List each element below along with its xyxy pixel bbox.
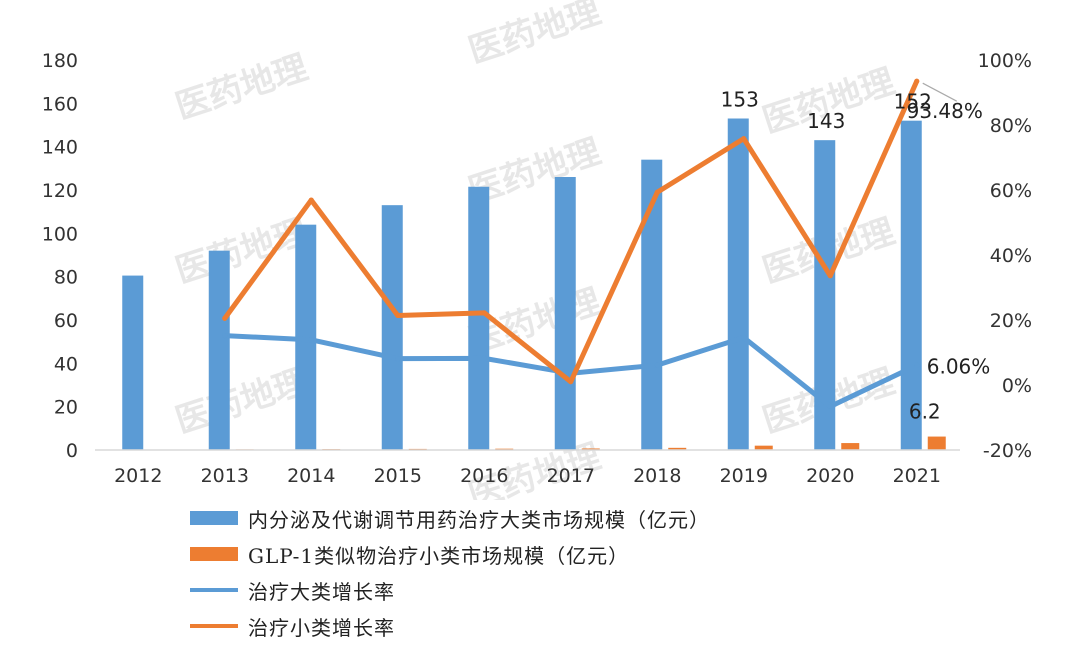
point-small-growth-2017 — [568, 379, 574, 385]
y-right-tick-label: -20% — [983, 440, 1032, 462]
point-small-growth-2015 — [395, 312, 401, 318]
watermark-text: 医药地理 — [171, 48, 313, 128]
bar-glp1-market-2017 — [581, 448, 600, 450]
y-left-tick-label: 180 — [42, 50, 78, 72]
tick-group: 0 20 40 60 80 100 120 140 160 180 -20% 0% 20% 40% 60% 8… — [42, 50, 1032, 487]
data-label: 143 — [807, 109, 845, 133]
x-tick-label: 2015 — [374, 465, 422, 487]
x-tick-label: 2021 — [893, 465, 941, 487]
data-label: 153 — [721, 88, 759, 112]
legend-label-glp1-market: GLP-1类似物治疗小类市场规模（亿元） — [248, 543, 630, 568]
bar-large-market-2013 — [208, 250, 230, 450]
bar-glp1-market-2018 — [668, 447, 687, 450]
legend-label-large-growth: 治疗大类增长率 — [248, 579, 395, 604]
x-tick-label: 2020 — [806, 465, 854, 487]
point-large-growth-2016 — [481, 355, 487, 361]
point-large-growth-2019 — [741, 335, 747, 341]
legend-swatch-large-market — [190, 511, 238, 525]
bar-glp1-market-2021 — [927, 436, 946, 450]
x-tick-label: 2018 — [633, 465, 681, 487]
x-tick-label: 2019 — [720, 465, 768, 487]
point-large-growth-2018 — [654, 362, 660, 368]
legend-label-small-growth: 治疗小类增长率 — [248, 615, 395, 640]
point-small-growth-2016 — [481, 310, 487, 316]
y-left-tick-label: 100 — [42, 223, 78, 245]
legend-item-small-growth: 治疗小类增长率 — [190, 608, 710, 644]
legend-label-large-market: 内分泌及代谢调节用药治疗大类市场规模（亿元） — [248, 507, 710, 532]
y-right-tick-label: 20% — [990, 310, 1032, 332]
x-tick-label: 2013 — [201, 465, 249, 487]
chart-area: 医药地理医药地理医药地理医药地理医药地理医药地理医药地理医药地理医药地理医药地理… — [42, 0, 1032, 500]
y-left-tick-label: 40 — [54, 353, 78, 375]
data-label: 6.2 — [909, 400, 941, 424]
point-large-growth-2014 — [308, 337, 314, 343]
point-large-growth-2020 — [827, 403, 833, 409]
data-label: 152 — [894, 90, 932, 114]
legend-swatch-small-growth — [190, 624, 238, 628]
data-label-leader-line — [922, 82, 958, 102]
point-small-growth-2019 — [741, 136, 747, 142]
x-tick-label: 2017 — [547, 465, 595, 487]
y-left-tick-label: 60 — [54, 310, 78, 332]
y-right-tick-label: 80% — [990, 115, 1032, 137]
point-large-growth-2021 — [914, 362, 920, 368]
legend-item-large-growth: 治疗大类增长率 — [190, 572, 710, 608]
y-right-tick-label: 40% — [990, 245, 1032, 267]
bar-large-market-2019 — [727, 118, 749, 450]
y-left-tick-label: 120 — [42, 180, 78, 202]
point-large-growth-2013 — [222, 333, 228, 339]
data-label: 6.06% — [927, 354, 991, 378]
point-small-growth-2020 — [827, 273, 833, 279]
point-small-growth-2018 — [654, 189, 660, 195]
y-right-tick-label: 0% — [1002, 375, 1032, 397]
bar-large-market-2020 — [814, 140, 836, 450]
y-left-tick-label: 160 — [42, 93, 78, 115]
x-tick-label: 2012 — [114, 465, 162, 487]
bar-large-market-2012 — [122, 275, 144, 450]
data-label-group: 153 143 152 6.2 6.06% 93.48% — [721, 82, 991, 424]
bar-large-market-2018 — [641, 159, 663, 450]
bar-glp1-market-2019 — [754, 445, 773, 450]
bar-glp1-market-2020 — [841, 443, 860, 450]
bar-large-market-2017 — [554, 177, 576, 450]
bar-large-market-2016 — [468, 186, 490, 450]
y-left-tick-label: 140 — [42, 137, 78, 159]
legend-item-glp1-market: GLP-1类似物治疗小类市场规模（亿元） — [190, 536, 710, 572]
line-group — [222, 78, 920, 409]
y-left-tick-label: 0 — [66, 440, 78, 462]
legend: 内分泌及代谢调节用药治疗大类市场规模（亿元） GLP-1类似物治疗小类市场规模（… — [190, 500, 710, 644]
point-large-growth-2015 — [395, 356, 401, 362]
watermark-text: 医药地理 — [171, 362, 313, 442]
x-tick-label: 2014 — [287, 465, 335, 487]
point-small-growth-2013 — [222, 315, 228, 321]
point-small-growth-2014 — [308, 197, 314, 203]
watermark-group: 医药地理医药地理医药地理医药地理医药地理医药地理医药地理医药地理医药地理医药地理 — [171, 0, 900, 500]
bar-large-market-2015 — [381, 205, 403, 450]
data-label: 93.48% — [907, 99, 983, 123]
legend-item-large-market: 内分泌及代谢调节用药治疗大类市场规模（亿元） — [190, 500, 710, 536]
y-right-tick-label: 100% — [978, 50, 1032, 72]
y-left-tick-label: 80 — [54, 267, 78, 289]
y-left-tick-label: 20 — [54, 397, 78, 419]
x-tick-label: 2016 — [460, 465, 508, 487]
legend-swatch-glp1-market — [190, 547, 238, 561]
legend-swatch-large-growth — [190, 588, 238, 592]
watermark-text: 医药地理 — [464, 0, 606, 72]
y-right-tick-label: 60% — [990, 180, 1032, 202]
point-small-growth-2021 — [914, 78, 920, 84]
